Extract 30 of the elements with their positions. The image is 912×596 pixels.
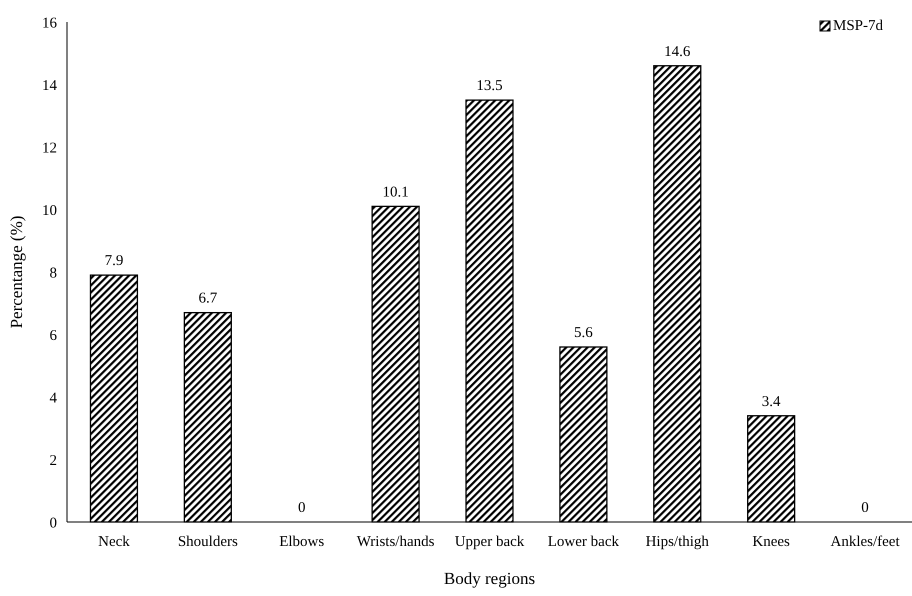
x-tick-label: Ankles/feet [830, 534, 900, 550]
x-tick-label: Neck [98, 534, 130, 550]
data-label: 0 [298, 500, 306, 516]
data-label: 13.5 [476, 78, 503, 94]
y-tick-label: 4 [50, 390, 58, 406]
x-tick-label: Lower back [548, 534, 620, 550]
x-tick-label: Elbows [279, 534, 324, 550]
y-axis-title: Percentange (%) [7, 216, 26, 328]
data-label: 10.1 [382, 184, 409, 200]
x-axis-title: Body regions [444, 569, 536, 588]
x-tick-label: Upper back [454, 534, 525, 550]
data-label: 3.4 [762, 394, 782, 410]
data-label: 6.7 [198, 290, 218, 307]
data-label: 0 [861, 500, 869, 516]
y-tick-label: 0 [50, 515, 57, 532]
x-tick-label: Shoulders [178, 534, 238, 550]
x-tick-label: Knees [752, 534, 790, 550]
y-tick-label: 8 [50, 265, 57, 282]
legend-label: MSP-7d [833, 18, 884, 34]
data-label: 14.6 [664, 44, 691, 60]
x-tick-label: Wrists/hands [356, 534, 435, 550]
y-tick-label: 2 [50, 452, 57, 469]
y-tick-label: 16 [42, 15, 58, 32]
x-tick-label: Hips/thigh [646, 534, 710, 550]
y-tick-label: 6 [50, 328, 58, 344]
y-tick-label: 14 [42, 78, 58, 94]
y-tick-label: 10 [42, 202, 57, 219]
y-tick-label: 12 [42, 140, 57, 156]
data-label: 5.6 [574, 325, 594, 341]
data-label: 7.9 [104, 253, 124, 270]
